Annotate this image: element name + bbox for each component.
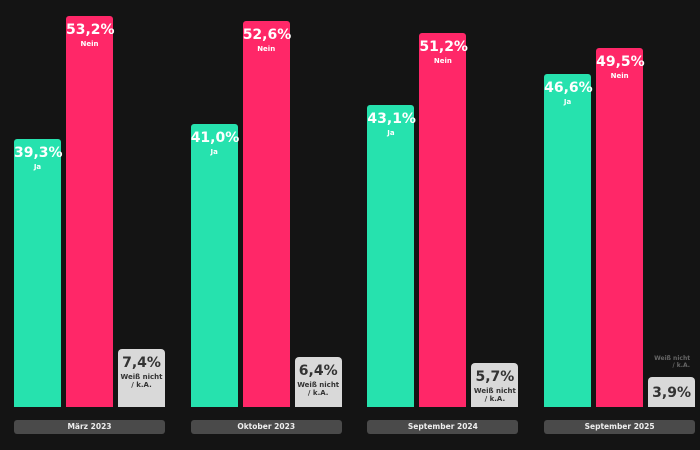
bar-ja-4: 46,6% Ja [544,74,593,407]
bar-nein-4: 49,5% Nein [596,48,645,407]
series-label: Ja [387,129,395,138]
data-label: 46,6% [544,80,593,97]
data-label: 41,0% [190,130,240,147]
series-label-line: / k.A. [672,361,691,369]
bar-wn-4: 3,9% [648,376,696,407]
series-label-line: Weiß nicht [297,381,340,390]
bar-nein-1: 53,2% Nein [66,15,115,407]
series-label-line: / k.A. [131,381,152,390]
bar-nein-3: 51,2% Nein [419,33,468,407]
bar-wn-2: 6,4% Weiß nicht / k.A. [294,357,342,407]
data-label: 49,5% [596,54,645,71]
data-label: 53,2% [66,21,115,38]
bar-ja-2: 41,0% Ja [190,124,240,407]
series-label-line: Weiß nicht [654,354,691,362]
series-label: Nein [610,72,629,81]
series-label: Ja [210,148,218,157]
bar-nein-2: 52,6% Nein [242,20,292,407]
series-label: Weiß nicht / k.A. [118,373,165,389]
series-label: Nein [433,57,452,66]
data-label: 52,6% [242,26,292,43]
series-label-outside: Weiß nicht / k.A. [648,355,690,369]
data-label: 39,3% [14,145,63,162]
series-label: Ja [563,98,572,107]
series-label-line: / k.A. [307,389,329,398]
series-label: Weiß nicht / k.A. [295,381,342,397]
bar-wn-1: 7,4% Weiß nicht / k.A. [118,349,165,407]
data-label: 43,1% [367,111,416,128]
bar-ja-1: 39,3% Ja [14,139,63,407]
category-label: September 2025 [544,420,696,434]
series-label-line: Weiß nicht [473,386,516,395]
series-label: Weiß nicht / k.A. [471,387,518,403]
series-label-line: Weiß nicht [120,373,163,382]
series-label: Ja [33,163,42,172]
data-label: 5,7% [475,368,515,385]
data-label: 7,4% [122,355,161,372]
data-label: 3,9% [652,384,691,401]
series-label: Nein [257,44,276,53]
data-label: 6,4% [298,363,338,380]
series-label: Nein [80,39,99,48]
bar-ja-3: 43,1% Ja [367,105,416,407]
series-label-line: / k.A. [484,394,506,403]
data-label: 51,2% [419,39,468,56]
category-label: Oktober 2023 [190,420,342,434]
category-label: März 2023 [14,420,165,434]
category-label: September 2024 [367,420,519,434]
bar-wn-3: 5,7% Weiß nicht / k.A. [471,362,519,407]
